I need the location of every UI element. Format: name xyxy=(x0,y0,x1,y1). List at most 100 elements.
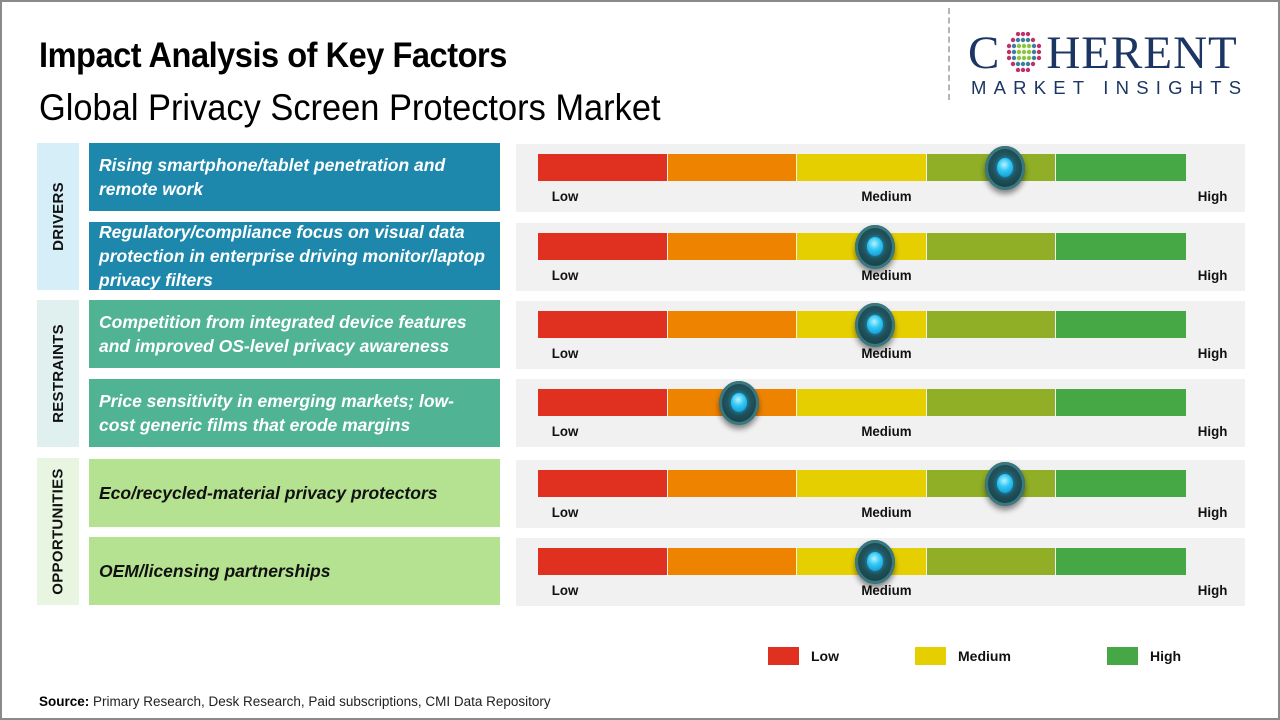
factor-text: Regulatory/compliance focus on visual da… xyxy=(99,222,485,290)
logo-dot xyxy=(1017,49,1022,55)
logo-dot xyxy=(1026,32,1031,37)
logo-dot xyxy=(1011,37,1016,43)
gauge-indicator-knob xyxy=(984,462,1025,506)
gauge-segment xyxy=(538,548,667,575)
logo-dot xyxy=(1022,43,1027,49)
logo-dot xyxy=(1012,55,1017,61)
gauge-segment xyxy=(667,311,797,338)
logo-dot xyxy=(1021,61,1026,67)
source-note: Source: Primary Research, Desk Research,… xyxy=(39,694,551,709)
gauge-label-high: High xyxy=(1197,267,1228,283)
logo-dot xyxy=(1037,43,1042,49)
gauge-label-low: Low xyxy=(551,504,579,520)
source-text: Primary Research, Desk Research, Paid su… xyxy=(89,694,551,709)
impact-gauge: Low Medium High xyxy=(516,301,1245,369)
logo-wordmark: C HERENT xyxy=(968,28,1238,78)
logo-dot xyxy=(1012,49,1017,55)
legend-swatch xyxy=(915,647,946,665)
factor-box: OEM/licensing partnerships xyxy=(89,537,500,605)
gauge-indicator-knob xyxy=(718,381,759,425)
gauge-label-medium: Medium xyxy=(861,504,912,520)
impact-gauge: Low Medium High xyxy=(516,144,1245,212)
logo-dot xyxy=(1032,43,1037,49)
legend-label: Medium xyxy=(958,648,1011,664)
logo-dot xyxy=(1016,37,1021,43)
gauge-label-medium: Medium xyxy=(861,345,912,361)
gauge-segment xyxy=(538,470,667,497)
logo-dot xyxy=(1016,67,1021,72)
logo-dot xyxy=(1007,43,1012,49)
gauge-segment xyxy=(797,154,926,181)
gauge-label-high: High xyxy=(1197,423,1228,439)
factor-box: Price sensitivity in emerging markets; l… xyxy=(89,379,500,447)
gauge-label-medium: Medium xyxy=(861,582,912,598)
category-opportunities: OPPORTUNITIES xyxy=(37,458,79,605)
gauge-label-high: High xyxy=(1197,504,1228,520)
gauge-indicator-knob xyxy=(854,303,895,347)
logo-dot xyxy=(1007,55,1012,61)
gauge-segment xyxy=(797,470,926,497)
page-title: Impact Analysis of Key Factors xyxy=(39,36,507,75)
gauge-label-high: High xyxy=(1197,582,1228,598)
page-subtitle: Global Privacy Screen Protectors Market xyxy=(39,87,661,128)
logo-dot xyxy=(1012,43,1017,49)
gauge-indicator-knob xyxy=(984,146,1025,190)
legend-label: High xyxy=(1150,648,1182,664)
gauge-label-medium: Medium xyxy=(861,423,912,439)
gauge-segment xyxy=(1056,154,1186,181)
gauge-segment xyxy=(667,233,797,260)
category-drivers: DRIVERS xyxy=(37,143,79,290)
factor-box: Competition from integrated device featu… xyxy=(89,300,500,368)
gauge-segment xyxy=(926,233,1056,260)
gauge-segment xyxy=(926,389,1056,416)
logo-dot xyxy=(1037,55,1042,61)
logo-dot xyxy=(1022,49,1027,55)
impact-gauge: Low Medium High xyxy=(516,538,1245,606)
logo-dot xyxy=(1021,32,1026,37)
source-label: Source: xyxy=(39,694,90,709)
gauge-label-high: High xyxy=(1197,188,1228,204)
factor-text: Eco/recycled-material privacy protectors xyxy=(99,483,438,503)
factor-text: Competition from integrated device featu… xyxy=(99,312,467,356)
gauge-indicator-knob xyxy=(854,225,895,269)
gauge-segment xyxy=(1056,548,1186,575)
legend-item-low: Low xyxy=(768,647,839,665)
logo-dot xyxy=(1022,55,1027,61)
gauge-label-low: Low xyxy=(551,345,579,361)
factor-box: Rising smartphone/tablet penetration and… xyxy=(89,143,500,211)
logo-dot xyxy=(1011,61,1016,67)
gauge-segment xyxy=(667,470,797,497)
category-label: DRIVERS xyxy=(49,182,67,251)
factor-box: Regulatory/compliance focus on visual da… xyxy=(89,222,500,290)
legend-swatch xyxy=(768,647,799,665)
category-label: OPPORTUNITIES xyxy=(49,468,67,595)
logo-dot xyxy=(1021,37,1026,43)
impact-gauge: Low Medium High xyxy=(516,379,1245,447)
logo-dot xyxy=(1016,32,1021,37)
logo-dot xyxy=(1027,43,1032,49)
company-logo: C HERENT MARKET INSIGHTS xyxy=(968,28,1263,98)
logo-letters-herent: HERENT xyxy=(1046,27,1238,79)
legend-item-medium: Medium xyxy=(915,647,1011,665)
gauge-segment xyxy=(1056,389,1186,416)
gauge-segment xyxy=(1056,470,1186,497)
logo-dot xyxy=(1017,55,1022,61)
logo-subtitle: MARKET INSIGHTS xyxy=(971,77,1249,98)
gauge-label-low: Low xyxy=(551,423,579,439)
logo-dot xyxy=(1032,55,1037,61)
logo-dot xyxy=(1027,55,1032,61)
gauge-segment xyxy=(926,311,1056,338)
logo-dot xyxy=(1016,61,1021,67)
gauge-segment xyxy=(1056,311,1186,338)
logo-dot xyxy=(1007,49,1012,55)
logo-dot xyxy=(1037,49,1042,55)
gauge-label-low: Low xyxy=(551,267,579,283)
impact-gauge: Low Medium High xyxy=(516,223,1245,291)
gauge-label-medium: Medium xyxy=(861,188,912,204)
factor-box: Eco/recycled-material privacy protectors xyxy=(89,459,500,527)
legend-item-high: High xyxy=(1107,647,1181,665)
gauge-segment xyxy=(797,389,926,416)
logo-divider xyxy=(948,8,950,100)
logo-dot xyxy=(1026,67,1031,72)
gauge-segment xyxy=(538,233,667,260)
